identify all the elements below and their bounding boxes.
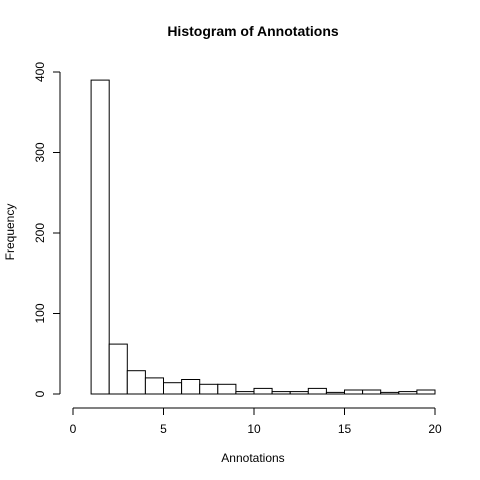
x-axis: 0 5 10 15 20: [70, 407, 442, 436]
y-axis: 0 100 200 300 400: [33, 62, 61, 397]
histogram-bar-8: [235, 391, 255, 395]
y-tick-label-2: 200: [33, 223, 47, 243]
histogram-bar-1: [108, 343, 128, 395]
histogram-bar-14: [344, 389, 364, 395]
y-tick-label-3: 300: [33, 142, 47, 162]
histogram-bar-17: [398, 391, 418, 395]
histogram-bar-12: [307, 387, 327, 395]
histogram-bar-0: [90, 79, 110, 395]
histogram-bar-4: [163, 382, 183, 395]
histogram-bar-16: [380, 391, 400, 395]
histogram-bar-18: [416, 389, 436, 395]
histogram-bar-5: [181, 379, 201, 395]
histogram-bar-6: [199, 383, 219, 395]
chart-title: Histogram of Annotations: [167, 23, 339, 39]
bars-group: [90, 79, 436, 395]
x-axis-label: Annotations: [221, 451, 284, 465]
x-tick-label-2: 10: [247, 422, 261, 436]
histogram-bar-3: [144, 377, 164, 395]
histogram-bar-11: [289, 391, 309, 395]
y-tick-label-0: 0: [33, 390, 47, 397]
histogram-bar-13: [325, 391, 345, 395]
histogram-bar-9: [253, 387, 273, 395]
x-tick-label-4: 20: [428, 422, 442, 436]
x-tick-label-0: 0: [70, 422, 77, 436]
x-tick-label-3: 15: [338, 422, 352, 436]
histogram-bar-7: [217, 383, 237, 395]
histogram-bar-10: [271, 391, 291, 395]
y-tick-label-4: 400: [33, 62, 47, 82]
histogram-bar-15: [362, 389, 382, 395]
y-axis-label: Frequency: [3, 204, 17, 261]
x-tick-label-1: 5: [160, 422, 167, 436]
histogram-bar-2: [126, 370, 146, 395]
y-tick-label-1: 100: [33, 303, 47, 323]
